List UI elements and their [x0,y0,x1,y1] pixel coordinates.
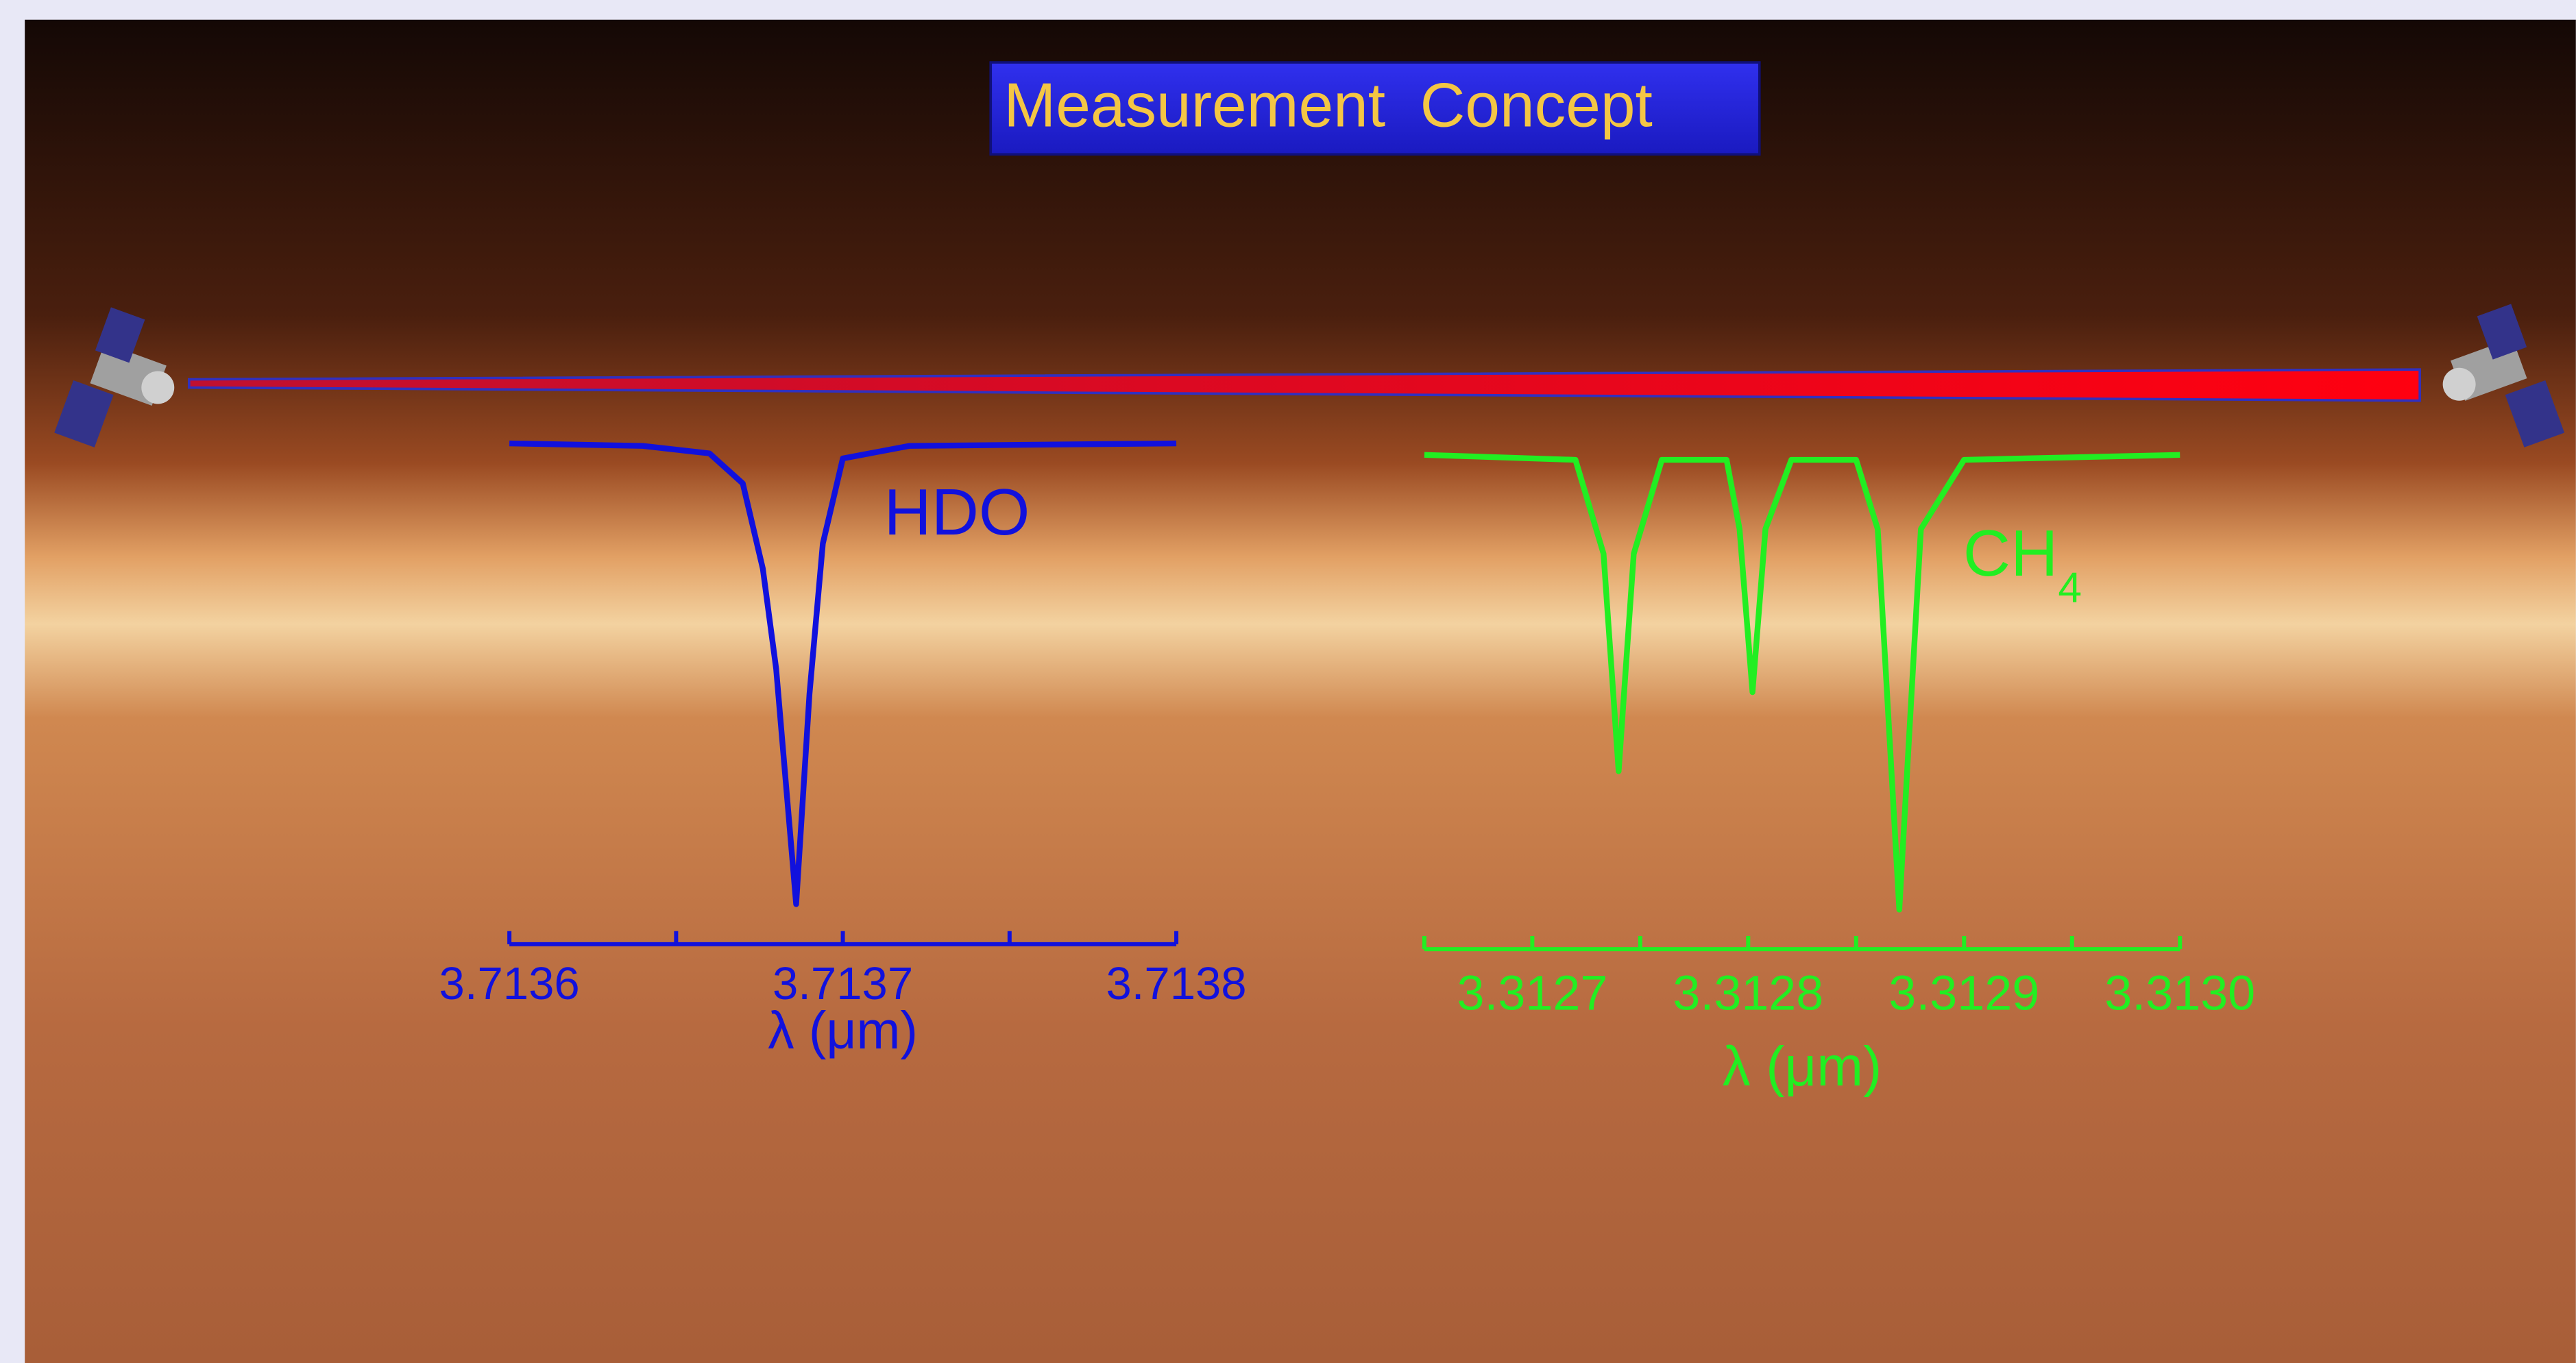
x-axis-label: λ (μm) [1723,1035,1882,1098]
x-tick-label: 3.7136 [439,958,580,1009]
mars-background [25,20,2576,1363]
page: {"title": "Measurement Concept", "chart_… [0,0,2576,1363]
x-axis-label: λ (μm) [768,1002,918,1060]
x-tick-label: 3.3130 [2104,966,2255,1021]
x-tick-label: 3.7138 [1106,958,1246,1009]
title: Measurement Concept [1004,71,1652,140]
x-tick-label: 3.3127 [1457,966,1607,1021]
species-name: HDO [884,476,1030,549]
x-tick-label: 3.3128 [1673,966,1823,1021]
species-name: CH [1963,517,2058,590]
x-tick-label: 3.3129 [1888,966,2039,1021]
species-label: HDO [884,476,1030,549]
species-subscript: 4 [2058,565,2082,612]
slide: Measurement Concept 3.71363.71373.7138λ … [0,0,2576,1363]
